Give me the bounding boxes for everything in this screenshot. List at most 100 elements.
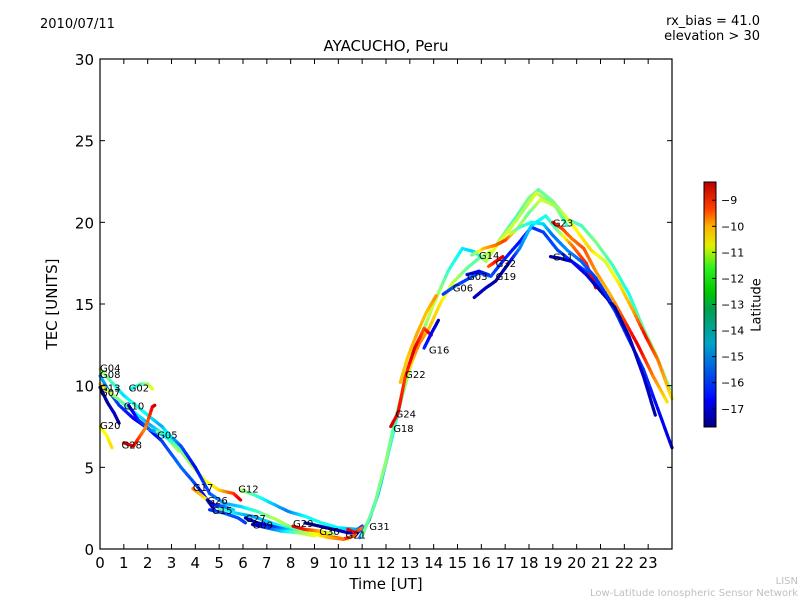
prn-label: G15 [212, 506, 232, 517]
series-segment [242, 520, 247, 525]
prn-label: G10 [124, 401, 144, 412]
x-tick-label: 18 [519, 554, 538, 572]
x-tick-label: 11 [353, 554, 372, 572]
series-segment [351, 534, 357, 539]
series-segment [663, 396, 669, 404]
prn-label: G14 [479, 251, 499, 262]
prn-label: G32 [496, 259, 516, 270]
colorbar-tick-label: −17 [721, 403, 744, 416]
credit-short-name: LISN [775, 576, 798, 587]
y-tick-label: 0 [84, 541, 94, 559]
series-g04 [98, 367, 174, 440]
series-segment [109, 444, 114, 450]
x-tick-label: 5 [214, 554, 224, 572]
prn-label: G07 [100, 388, 120, 399]
y-tick-label: 25 [75, 133, 94, 151]
colorbar-tick-label: −10 [721, 220, 744, 233]
prn-label: G24 [396, 409, 416, 420]
colorbar-tick-label: −12 [721, 272, 744, 285]
series-g29 [291, 524, 336, 536]
series-segment [651, 406, 657, 417]
series-g32 [486, 255, 505, 268]
series-g09 [250, 522, 317, 538]
series-segment [435, 318, 440, 325]
colorbar-tick-label: −11 [721, 246, 744, 259]
series-segment [150, 386, 154, 391]
prn-label: G21 [346, 530, 366, 541]
series-g03 [465, 269, 491, 277]
series-segment [485, 272, 491, 277]
prn-label: G19 [496, 272, 516, 283]
x-tick-label: 0 [95, 554, 105, 572]
prn-label: G27 [245, 514, 265, 525]
x-tick-label: 15 [448, 554, 467, 572]
colorbar-tick-label: −13 [721, 299, 744, 312]
series-g28 [122, 403, 157, 448]
x-tick-label: 22 [615, 554, 634, 572]
y-tick-label: 15 [75, 296, 94, 314]
colorbar-tick-label: −15 [721, 351, 744, 364]
series-g16 [422, 318, 440, 350]
prn-label: G22 [405, 370, 425, 381]
prn-label: G06 [453, 284, 473, 295]
elevation-label: elevation > 30 [664, 29, 760, 44]
y-tick-label: 10 [75, 378, 94, 396]
prn-label: G12 [238, 485, 258, 496]
prn-label: G30 [319, 527, 339, 538]
series-segment [605, 295, 612, 303]
series-g15 [208, 508, 247, 525]
x-tick-label: 19 [543, 554, 562, 572]
series-layer [98, 188, 674, 541]
prn-label: G02 [129, 383, 149, 394]
x-tick-label: 1 [119, 554, 129, 572]
series-segment [116, 420, 121, 425]
prn-label: G05 [157, 431, 177, 442]
x-tick-label: 23 [639, 554, 658, 572]
series-segment [174, 446, 181, 453]
series-g22 [398, 294, 438, 384]
x-tick-label: 3 [167, 554, 177, 572]
prn-label: G23 [553, 218, 573, 229]
x-tick-label: 10 [329, 554, 348, 572]
prn-label: G26 [207, 496, 227, 507]
colorbar-tick-label: −9 [721, 194, 737, 207]
x-tick-label: 7 [262, 554, 272, 572]
series-g14 [470, 197, 569, 257]
series-segment [563, 220, 569, 228]
prn-label: G29 [293, 519, 313, 530]
annotation-block: rx_bias = 41.0 elevation > 30 [664, 14, 760, 44]
prn-label: G28 [122, 441, 142, 452]
prn-label: G03 [467, 272, 487, 283]
series-g01 [508, 220, 612, 303]
y-tick-label: 30 [75, 51, 94, 69]
series-g23 [551, 220, 669, 404]
series-segment [359, 526, 364, 531]
prn-label: G16 [429, 346, 449, 357]
prn-label: G04 [100, 364, 120, 375]
prn-label: G18 [393, 424, 413, 435]
x-tick-label: 2 [143, 554, 153, 572]
prn-label: G11 [553, 253, 573, 264]
series-segment [329, 532, 336, 536]
x-tick-label: 12 [376, 554, 395, 572]
prn-label: G17 [193, 483, 213, 494]
series-segment [432, 294, 438, 301]
series-segment [500, 255, 505, 259]
colorbar-tick-label: −14 [721, 325, 744, 338]
y-tick-label: 5 [84, 459, 94, 477]
x-tick-label: 9 [310, 554, 320, 572]
plot-frame [99, 58, 673, 550]
series-g21 [346, 526, 364, 535]
prn-label: G09 [253, 521, 273, 532]
x-tick-label: 17 [496, 554, 515, 572]
prn-label: G13 [100, 383, 120, 394]
series-segment [237, 497, 243, 502]
y-tick-label: 20 [75, 214, 94, 232]
x-axis-label: Time [UT] [349, 575, 423, 593]
colorbar-tick-layer: −9 −10 −11 −12 −13 −14 −15 −16 −17 [712, 194, 744, 416]
x-tick-label: 14 [424, 554, 443, 572]
tick-layer: 0 1 2 3 4 5 6 7 8 9 10 11 12 13 14 15 16 17 18 19 20 21 22 2305… [75, 51, 672, 572]
series-g26 [205, 498, 236, 512]
